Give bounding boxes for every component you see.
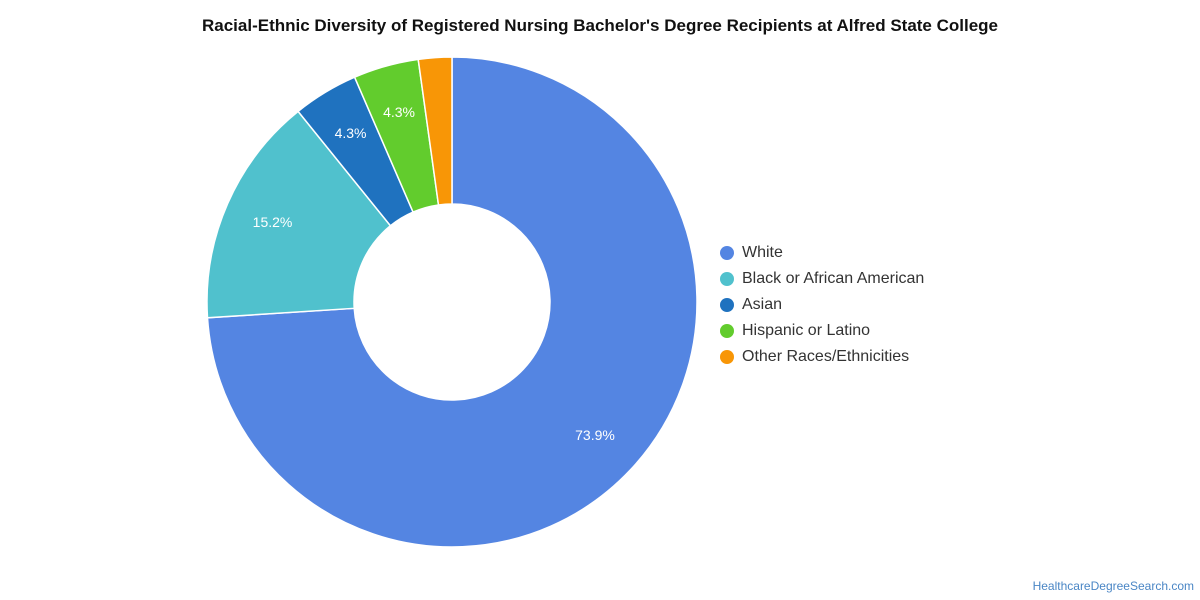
legend-item-white[interactable]: White — [720, 240, 924, 266]
legend-swatch-asian — [720, 298, 734, 312]
legend-label-black-or-african-american: Black or African American — [742, 270, 925, 287]
legend-item-asian[interactable]: Asian — [720, 292, 924, 318]
legend-item-black-or-african-american[interactable]: Black or African American — [720, 266, 924, 292]
data-label-hispanic-or-latino: 4.3% — [383, 104, 415, 120]
legend-swatch-white — [720, 246, 734, 260]
donut-slice-white[interactable] — [206, 56, 698, 548]
donut-slice-other-races-ethnicities[interactable] — [417, 56, 453, 206]
legend-label-asian: Asian — [742, 296, 783, 313]
data-label-asian: 4.3% — [335, 125, 367, 141]
donut-slice-black-or-african-american[interactable] — [206, 110, 392, 319]
legend-item-other-races-ethnicities[interactable]: Other Races/Ethnicities — [720, 344, 924, 370]
legend-swatch-black-or-african-american — [720, 272, 734, 286]
chart-legend: White Black or African American Asian Hi… — [720, 240, 924, 370]
legend-label-hispanic-or-latino: Hispanic or Latino — [742, 322, 871, 339]
legend-swatch-hispanic-or-latino — [720, 324, 734, 338]
legend-label-white: White — [742, 244, 783, 261]
data-label-black-or-african-american: 15.2% — [253, 214, 293, 230]
source-link[interactable]: HealthcareDegreeSearch.com — [1032, 579, 1194, 593]
legend-swatch-other-races-ethnicities — [720, 350, 734, 364]
data-label-white: 73.9% — [575, 427, 615, 443]
legend-label-other-races-ethnicities: Other Races/Ethnicities — [742, 348, 910, 365]
legend-item-hispanic-or-latino[interactable]: Hispanic or Latino — [720, 318, 924, 344]
chart-title: Racial-Ethnic Diversity of Registered Nu… — [201, 16, 999, 35]
